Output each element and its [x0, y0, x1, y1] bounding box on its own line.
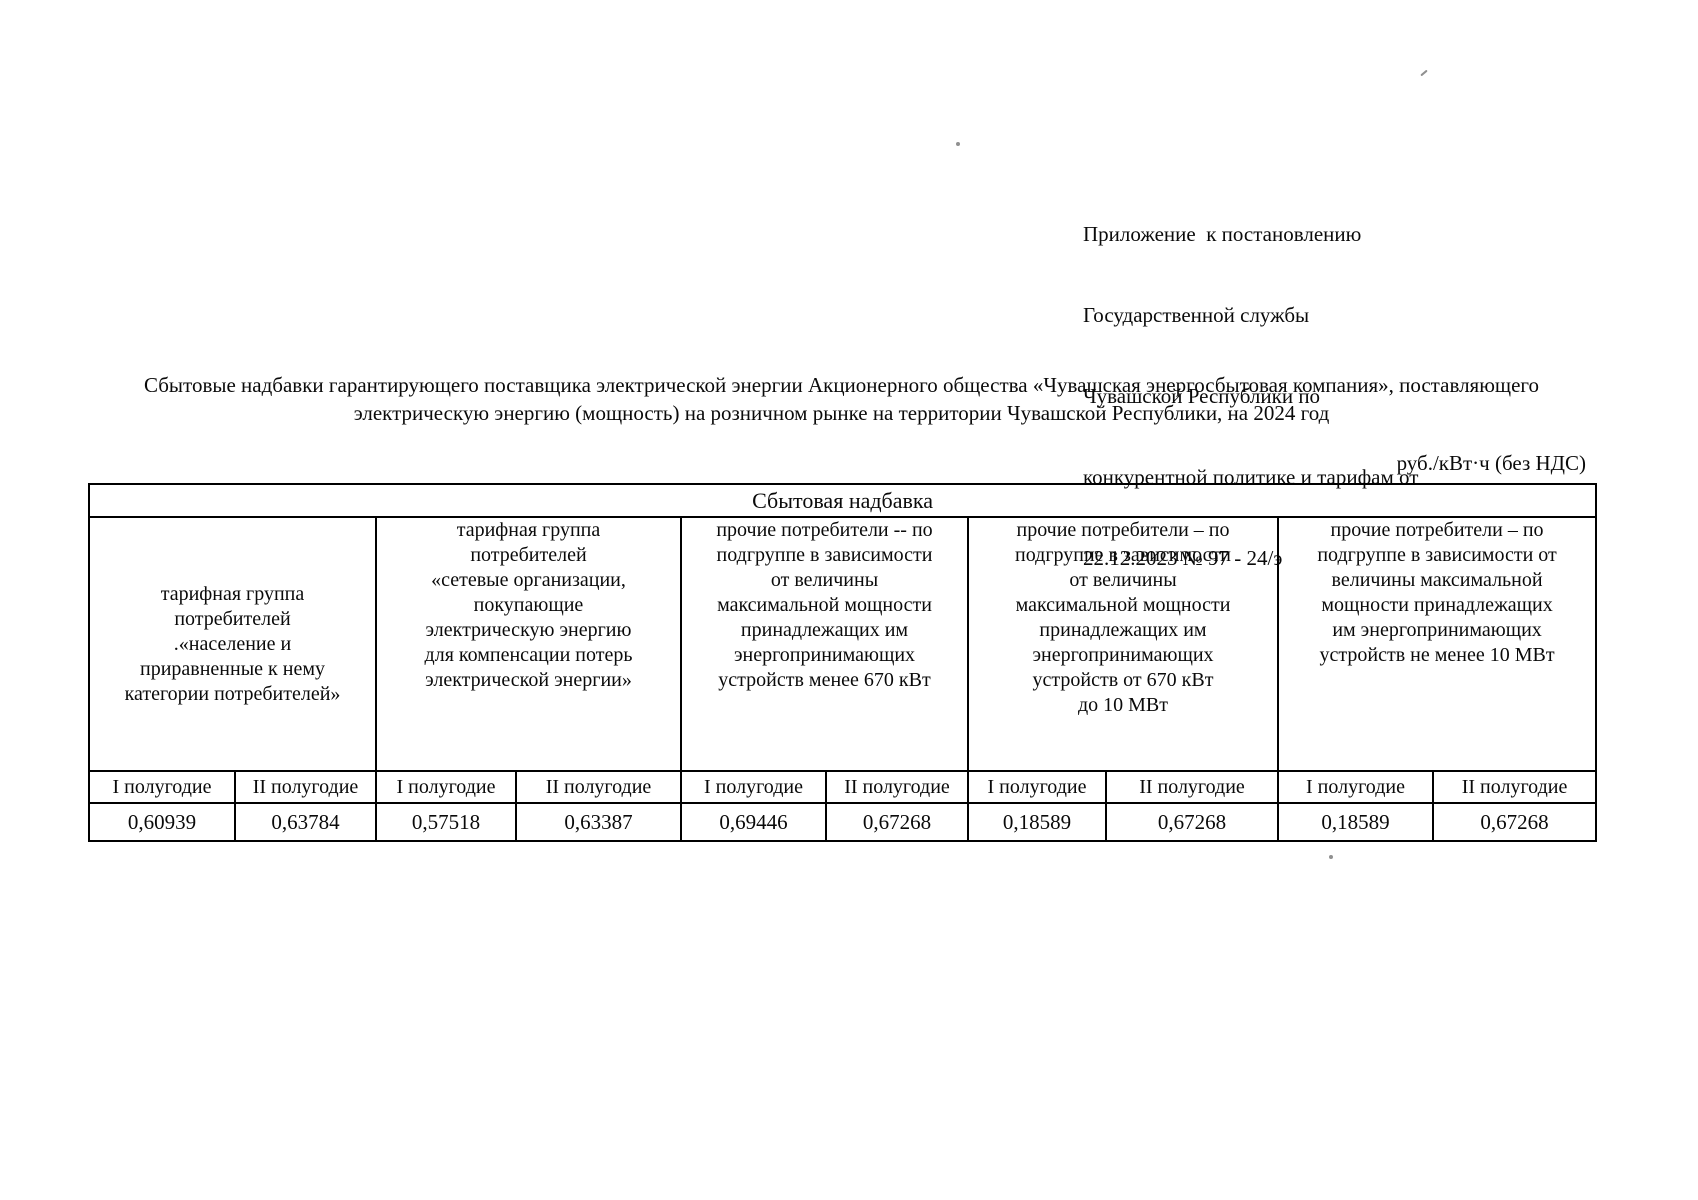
header-line: устройств менее 670 кВт [718, 669, 931, 691]
scan-speck [956, 142, 960, 146]
tariff-value: 0,18589 [967, 802, 1107, 842]
header-line: тарифная группа [456, 519, 601, 541]
tariff-value: 0,57518 [375, 802, 517, 842]
group-header-cell-670kw-to-10mw: прочие потребители – по подгруппе в зави… [967, 516, 1279, 772]
half-year-label: I полугодие [1277, 770, 1434, 804]
header-line: электрическую энергию [425, 619, 632, 641]
values-row: 0,60939 0,63784 0,57518 0,63387 0,69446 … [88, 802, 1598, 842]
header-line: «сетевые организации, [431, 569, 626, 591]
header-line: приравненные к нему [140, 657, 325, 680]
header-line: потребителей [174, 607, 291, 630]
scan-speck [1329, 855, 1333, 859]
half-year-label: II полугодие [234, 770, 377, 804]
tariff-value: 0,67268 [825, 802, 969, 842]
header-line: величины максимальной [1331, 569, 1543, 591]
half-year-label: I полугодие [88, 770, 236, 804]
header-line: категории потребителей» [124, 682, 341, 705]
header-line: подгруппе в зависимости [1015, 544, 1231, 566]
appendix-line: Чувашской Республики по [1083, 384, 1321, 408]
span-header-row: Сбытовая надбавка [87, 483, 1598, 518]
tariff-value: 0,63784 [234, 802, 377, 842]
tariff-value: 0,60939 [88, 802, 236, 842]
group-header-cell-population: тарифная группа потребителей .«население… [88, 516, 377, 772]
header-line: для компенсации потерь [424, 644, 633, 666]
tariff-value: 0,69446 [680, 802, 827, 842]
header-line: от величины [1069, 569, 1177, 591]
span-header-cell: Сбытовая надбавка [87, 483, 1598, 518]
header-line: им энергопринимающих [1332, 619, 1542, 641]
half-year-label: II полугодие [515, 770, 682, 804]
header-line: тарифная группа [160, 582, 305, 605]
half-year-label: I полугодие [680, 770, 827, 804]
header-line: устройств не менее 10 МВт [1319, 644, 1555, 666]
header-line: максимальной мощности [1015, 594, 1231, 616]
units-note: руб./кВт·ч (без НДС) [1396, 451, 1586, 475]
header-line: прочие потребители – по [1016, 519, 1230, 541]
group-header-row: тарифная группа потребителей .«население… [88, 516, 1598, 772]
tariff-value: 0,63387 [515, 802, 682, 842]
header-line: подгруппе в зависимости [716, 544, 933, 566]
appendix-line: Приложение к постановлению [1083, 222, 1362, 246]
header-line: устройств от 670 кВт [1032, 669, 1214, 691]
header-line: максимальной мощности [717, 594, 932, 616]
tariff-value: 0,67268 [1105, 802, 1279, 842]
header-line: прочие потребители -- по [716, 519, 933, 541]
half-year-header-row: I полугодие II полугодие I полугодие II … [88, 770, 1598, 804]
group-header-cell-network-orgs: тарифная группа потребителей «сетевые ор… [375, 516, 682, 772]
appendix-line: Государственной службы [1083, 303, 1310, 327]
header-line: от величины [770, 569, 879, 591]
half-year-label: I полугодие [375, 770, 517, 804]
header-line: принадлежащих им [1039, 619, 1207, 641]
header-line: прочие потребители – по [1330, 519, 1544, 541]
document-title: Сбытовые надбавки гарантирующего поставщ… [143, 373, 1539, 425]
tariff-value: 0,18589 [1277, 802, 1434, 842]
scan-speck [1420, 69, 1428, 77]
header-line: мощности принадлежащих [1321, 594, 1553, 616]
header-line: покупающие [473, 594, 584, 616]
header-line: энергопринимающих [1032, 644, 1214, 666]
tariff-table: Сбытовая надбавка тарифная группа потреб… [87, 483, 1598, 842]
header-line: до 10 МВт [1077, 694, 1169, 716]
half-year-label: I полугодие [967, 770, 1107, 804]
header-line: электрической энергии» [425, 669, 632, 691]
header-line: потребителей [470, 544, 587, 566]
header-line: энергопринимающих [733, 644, 916, 666]
header-line: .«население и [173, 632, 292, 655]
tariff-value: 0,67268 [1431, 802, 1598, 842]
header-line: подгруппе в зависимости от [1317, 544, 1557, 566]
half-year-label: II полугодие [1431, 770, 1598, 804]
half-year-label: II полугодие [825, 770, 969, 804]
group-header-cell-under-670kw: прочие потребители -- по подгруппе в зав… [680, 516, 969, 772]
header-line: принадлежащих им [740, 619, 909, 641]
group-header-cell-over-10mw: прочие потребители – по подгруппе в зави… [1276, 516, 1598, 772]
half-year-label: II полугодие [1105, 770, 1279, 804]
